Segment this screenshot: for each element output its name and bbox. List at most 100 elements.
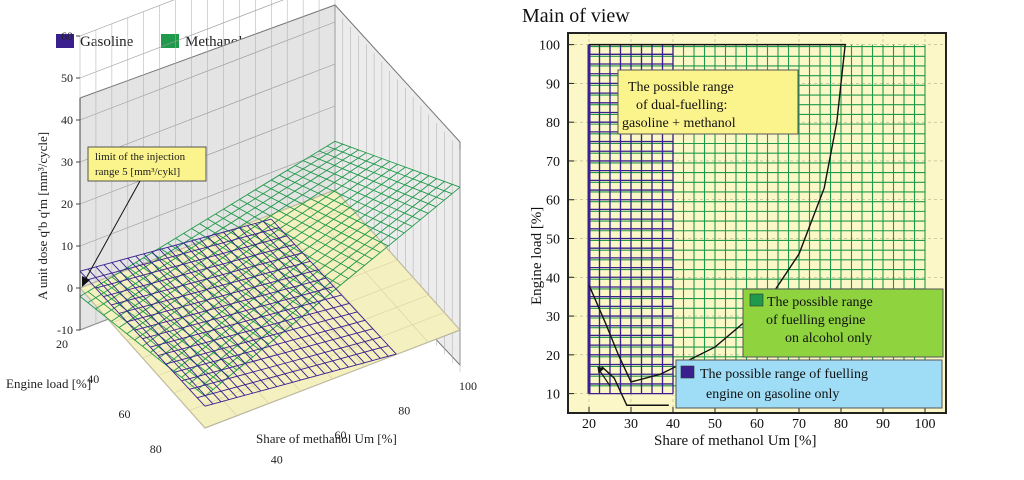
gasoline-mesh-line — [118, 260, 311, 314]
x-tick-label: 80 — [398, 404, 410, 418]
gasoline-mesh-line — [134, 277, 327, 331]
dual-fuelling-box — [617, 69, 799, 135]
legend-swatch-methanol — [161, 34, 179, 48]
low-load-path — [601, 365, 669, 406]
x-tick-label: 70 — [792, 417, 806, 432]
x-tick-label: 40 — [666, 417, 680, 432]
y-tick-label: 10 — [546, 388, 560, 403]
gasoline-mesh-line — [189, 336, 381, 390]
annotation-line2: range 5 [mm³/cykl] — [95, 166, 180, 178]
gasoline-only-box — [675, 359, 943, 409]
floor-gridline — [173, 294, 429, 394]
z-tick-label: -10 — [57, 323, 73, 337]
z-tick-label: 0 — [67, 281, 73, 295]
alcohol-only-box — [742, 288, 944, 358]
x-tick-label: 20 — [582, 417, 596, 432]
floor-gridline — [189, 312, 445, 411]
methanol-mesh-line — [95, 146, 351, 310]
y-tick-label: 100 — [539, 39, 560, 54]
y-tick-label: 80 — [546, 116, 560, 131]
annotation-arrowhead — [82, 276, 90, 287]
methanol-mesh-line — [204, 186, 461, 397]
y-tick-labels: 10 20 30 40 50 60 70 80 90 100 — [539, 39, 574, 403]
z-tick-label: 50 — [61, 71, 73, 85]
z-tick-label: 40 — [61, 113, 73, 127]
x-tick-label: 60 — [750, 417, 764, 432]
x-axis-label: Share of methanol Um [%] — [654, 433, 816, 449]
x-tick-label: 40 — [271, 453, 283, 467]
methanol-mesh-line — [118, 155, 375, 328]
methanol-mesh-line — [126, 158, 383, 335]
alcohol-label-1: The possible range — [767, 295, 873, 310]
gasoline-mesh-line — [158, 303, 350, 356]
y-tick-label: 20 — [56, 337, 68, 351]
gasoline-mesh-line — [204, 353, 397, 407]
y-tick-label: 50 — [546, 233, 560, 248]
floor-gridline — [158, 277, 414, 376]
y-tick-label: 80 — [150, 442, 162, 456]
methanol-surface — [79, 140, 461, 397]
gasoline-mesh-line — [150, 294, 342, 348]
annotation-line1: limit of the injection — [95, 151, 186, 163]
alcohol-only-swatch — [749, 293, 764, 307]
gasoline-label-2: engine on gasoline only — [706, 387, 839, 402]
y-axis-label: Engine load [%] — [529, 207, 545, 305]
x-tick-label: 90 — [876, 417, 890, 432]
alcohol-label-2: of fuelling engine — [766, 313, 866, 328]
floor-gridline — [204, 329, 461, 429]
z-tick-label: 20 — [61, 197, 73, 211]
gasoline-mesh-line — [142, 286, 334, 340]
y-tick-label: 90 — [546, 77, 560, 92]
floor-gridline — [79, 189, 336, 289]
x-tick-label: 30 — [624, 417, 638, 432]
x-tick-label: 60 — [335, 428, 347, 442]
gasoline-mesh-line — [87, 227, 280, 281]
dual-label-3: gasoline + methanol — [622, 116, 736, 131]
y-tick-label: 20 — [546, 349, 560, 364]
x-tick-labels: 20 30 40 50 60 70 80 90 100 — [582, 407, 936, 432]
z-tick-label: 30 — [61, 155, 73, 169]
methanol-mesh-line — [189, 181, 445, 384]
y-tick-label: 100 — [175, 477, 193, 480]
y-tick-label: 70 — [546, 155, 560, 170]
gasoline-mesh-line — [181, 328, 373, 382]
y-tick-label: 40 — [546, 271, 560, 286]
gasoline-mesh-line — [79, 218, 272, 272]
methanol-mesh-line — [142, 163, 398, 347]
gasoline-label-1: The possible range of fuelling — [700, 367, 868, 382]
gasoline-mesh-line — [103, 243, 295, 297]
legend-label-gasoline: Gasoline — [80, 34, 134, 50]
dual-label-2: of dual-fuelling: — [636, 98, 727, 113]
x-tick-label: 50 — [708, 417, 722, 432]
x-axis-label-left: Share of methanol Um [%] — [256, 431, 397, 446]
gasoline-region — [587, 43, 674, 395]
gasoline-mesh-line — [173, 319, 366, 373]
y-tick-label: 60 — [119, 407, 131, 421]
x-tick-label: 20 — [207, 477, 219, 480]
z-tick-label: 60 — [61, 29, 73, 43]
z-axis-ticks: -10 0 10 20 30 40 50 60 — [57, 29, 80, 337]
gasoline-surface — [79, 218, 397, 407]
gasoline-only-swatch — [680, 365, 695, 379]
gasoline-mesh-line — [165, 311, 358, 365]
x-tick-label: 80 — [834, 417, 848, 432]
annotation-box — [87, 146, 207, 182]
floor-gridline — [95, 207, 351, 306]
y-axis-label-left: Engine load [%] — [6, 376, 91, 391]
alcohol-label-3: on alcohol only — [785, 331, 872, 346]
z-axis-label: A unit dose q′b q′m [mm³/cycle] — [35, 132, 50, 300]
low-load-arrowhead — [597, 366, 605, 374]
y-tick-label: 60 — [546, 194, 560, 209]
y-axis-ticks: 20 40 60 80 100 — [56, 337, 193, 480]
x-tick-label: 100 — [915, 417, 936, 432]
dual-label-1: The possible range — [628, 80, 734, 95]
x-axis-ticks: 20 40 60 80 100 — [207, 379, 477, 480]
methanol-mesh-line — [181, 178, 437, 378]
chart-title: Main of view — [522, 5, 630, 27]
methanol-mesh-line — [87, 143, 344, 304]
gasoline-mesh-line — [197, 345, 389, 399]
z-tick-label: 10 — [61, 239, 73, 253]
floor-gridline — [111, 224, 367, 324]
gasoline-mesh-line — [126, 269, 319, 323]
